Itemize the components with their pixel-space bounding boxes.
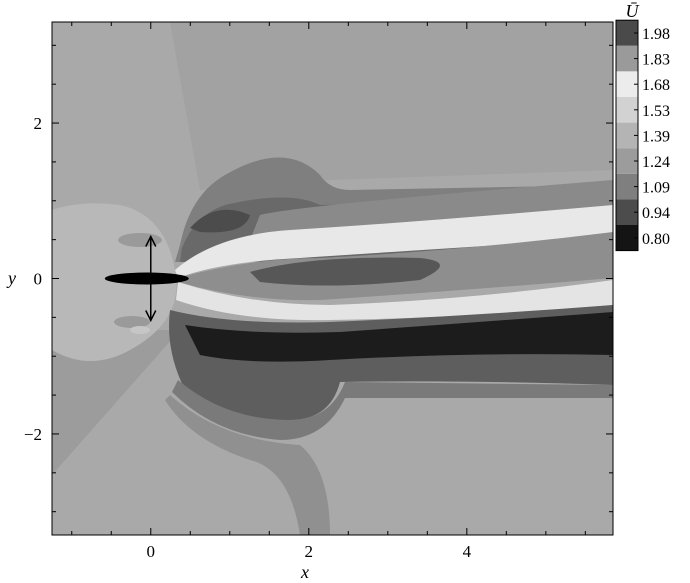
upper-lobe-dark [190, 209, 250, 233]
motion-arrow-head-up [145, 234, 157, 247]
colorbar-swatch [616, 199, 638, 225]
x-tick-label: 4 [463, 542, 472, 561]
lower-outer-ring [165, 395, 330, 535]
motion-arrow-head-down [145, 310, 157, 323]
oscillating-body [104, 234, 189, 323]
central-wake-dark [250, 257, 440, 286]
colorbar-label: 1.68 [642, 77, 670, 94]
lower-left-region [52, 330, 180, 475]
lower-wake-light [176, 280, 613, 321]
colorbar-swatch [616, 173, 638, 200]
y-axis-title: y [6, 268, 16, 288]
colorbar-label: 1.83 [642, 52, 670, 69]
colorbar-swatch [616, 20, 638, 46]
colorbar-label: 1.53 [642, 103, 670, 120]
contour-plot-area [52, 22, 613, 535]
colorbar-label: 1.24 [642, 154, 670, 171]
y-tick-label: −2 [24, 425, 42, 444]
colorbar-swatch [616, 225, 638, 251]
upper-field-band [170, 22, 613, 190]
colorbar-swatch [616, 148, 638, 174]
colorbar-swatch [616, 45, 638, 72]
colorbar: 1.98 1.83 1.68 1.53 1.39 1.24 1.09 0.94 0.80 [615, 19, 670, 252]
colorbar-label: 1.09 [642, 180, 670, 197]
y-tick-label: 0 [34, 270, 43, 289]
x-tick-label: 0 [147, 542, 156, 561]
colorbar-swatch [616, 122, 638, 149]
x-tick-label: 2 [305, 542, 314, 561]
colorbar-title: Ū [626, 1, 640, 21]
colorbar-label: 1.39 [642, 128, 670, 145]
colorbar-label: 0.94 [642, 205, 670, 222]
lower-mid-ring [172, 380, 613, 440]
y-axis: −2 0 2 [24, 44, 613, 513]
body-ellipse [104, 272, 189, 285]
x-axis: 0 2 4 [71, 22, 586, 561]
upper-wake-light [175, 205, 613, 278]
y-tick-label: 2 [34, 114, 43, 133]
x-axis-title: x [300, 562, 309, 582]
colorbar-label: 0.80 [642, 231, 670, 248]
colorbar-swatch [616, 97, 638, 123]
lower-near-blob-2 [130, 326, 150, 334]
colorbar-swatch [616, 71, 638, 97]
lower-wake-dark-inner [185, 312, 613, 362]
colorbar-label: 1.98 [642, 26, 670, 43]
lower-near-blob [114, 316, 150, 328]
